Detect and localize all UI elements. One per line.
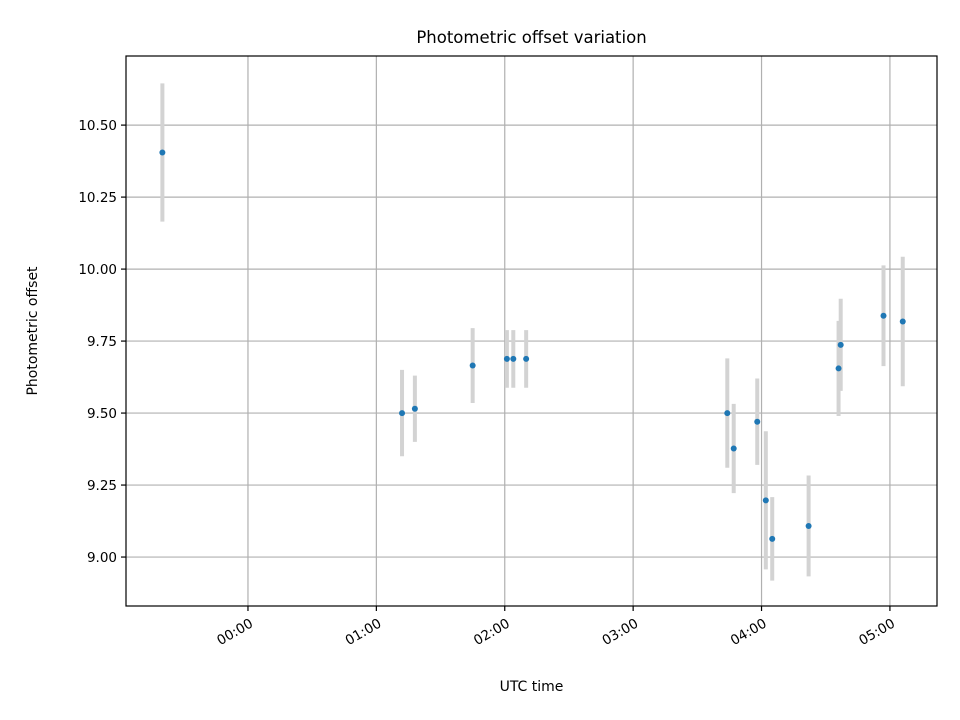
data-point	[769, 535, 776, 542]
data-point	[880, 312, 887, 319]
data-point	[835, 365, 842, 372]
grid-lines	[126, 56, 937, 606]
chart-title: Photometric offset variation	[416, 28, 646, 47]
data-point	[510, 355, 517, 362]
data-point	[523, 355, 530, 362]
data-point	[837, 341, 844, 348]
y-tick-label: 9.75	[87, 334, 117, 350]
y-tick-label: 9.25	[87, 478, 117, 494]
data-point	[899, 318, 906, 325]
plot-frame	[125, 55, 938, 607]
data-point	[469, 362, 476, 369]
y-tick-label: 9.00	[87, 550, 117, 566]
y-tick-label: 10.00	[78, 262, 117, 278]
data-points	[159, 149, 906, 542]
data-point	[399, 410, 406, 417]
y-tick-label: 9.50	[87, 406, 117, 422]
data-point	[724, 410, 731, 417]
x-axis-label: UTC time	[500, 679, 564, 695]
data-point	[754, 418, 761, 425]
y-tick-label: 10.50	[78, 118, 117, 134]
data-point	[730, 445, 737, 452]
y-axis-ticks: 9.00 9.25 9.50 9.75 10.00 10.25 10.50	[78, 118, 126, 566]
y-tick-label: 10.25	[78, 190, 117, 206]
data-point	[411, 405, 418, 412]
data-point	[159, 149, 166, 156]
y-axis-label: Photometric offset	[25, 266, 41, 396]
data-point	[503, 355, 510, 362]
data-point	[762, 497, 769, 504]
data-point	[805, 522, 812, 529]
